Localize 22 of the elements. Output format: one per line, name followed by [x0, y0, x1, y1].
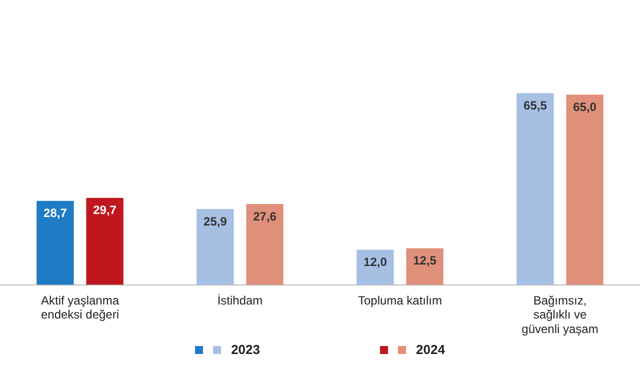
x-tick-label: Bağımsız, sağlıklı ve güvenli yaşam: [522, 293, 598, 336]
x-tick-label: Topluma katılım: [358, 293, 442, 308]
bar: [246, 204, 284, 285]
data-label: 25,9: [204, 214, 228, 228]
data-label: 65,0: [573, 100, 597, 114]
data-label: 12,5: [413, 254, 437, 268]
bar: [406, 248, 444, 285]
bar: [356, 250, 394, 285]
x-tick-label: Aktif yaşlanma endeksi değeri: [40, 293, 120, 322]
x-tick-label: İstihdam: [217, 293, 263, 308]
legend-label: 2024: [416, 342, 445, 357]
data-label: 29,7: [93, 203, 117, 218]
bar: [516, 93, 554, 285]
legend-label: 2023: [231, 342, 260, 357]
data-label: 28,7: [44, 206, 68, 220]
bar: [86, 198, 124, 285]
data-label: 27,6: [253, 209, 277, 224]
bar: [566, 94, 604, 285]
data-label: 12,0: [364, 255, 388, 270]
bar: [196, 209, 234, 285]
bar: [36, 200, 74, 285]
data-label: 65,5: [524, 98, 548, 112]
